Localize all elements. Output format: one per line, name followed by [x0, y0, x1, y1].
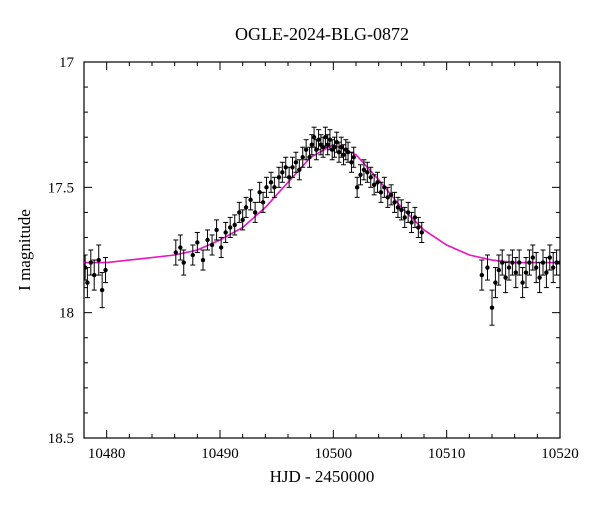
svg-text:10490: 10490: [201, 446, 239, 462]
chart-svg: 10480 10490 10500 10510 10520 18.5 18 17.5 17 OGL…: [0, 0, 600, 512]
lightcurve-chart: 10480 10490 10500 10510 10520 18.5 18 17.5 17 OGL…: [0, 0, 600, 512]
svg-text:18: 18: [59, 306, 74, 322]
svg-text:HJD - 2450000: HJD - 2450000: [270, 467, 375, 486]
svg-text:I magnitude: I magnitude: [15, 209, 34, 291]
svg-text:10520: 10520: [541, 446, 579, 462]
svg-text:18.5: 18.5: [48, 431, 74, 447]
svg-text:OGLE-2024-BLG-0872: OGLE-2024-BLG-0872: [235, 24, 409, 44]
svg-text:10500: 10500: [315, 446, 353, 462]
svg-text:17: 17: [59, 55, 75, 71]
svg-text:10510: 10510: [428, 446, 466, 462]
svg-text:10480: 10480: [88, 446, 126, 462]
svg-text:17.5: 17.5: [48, 180, 74, 196]
